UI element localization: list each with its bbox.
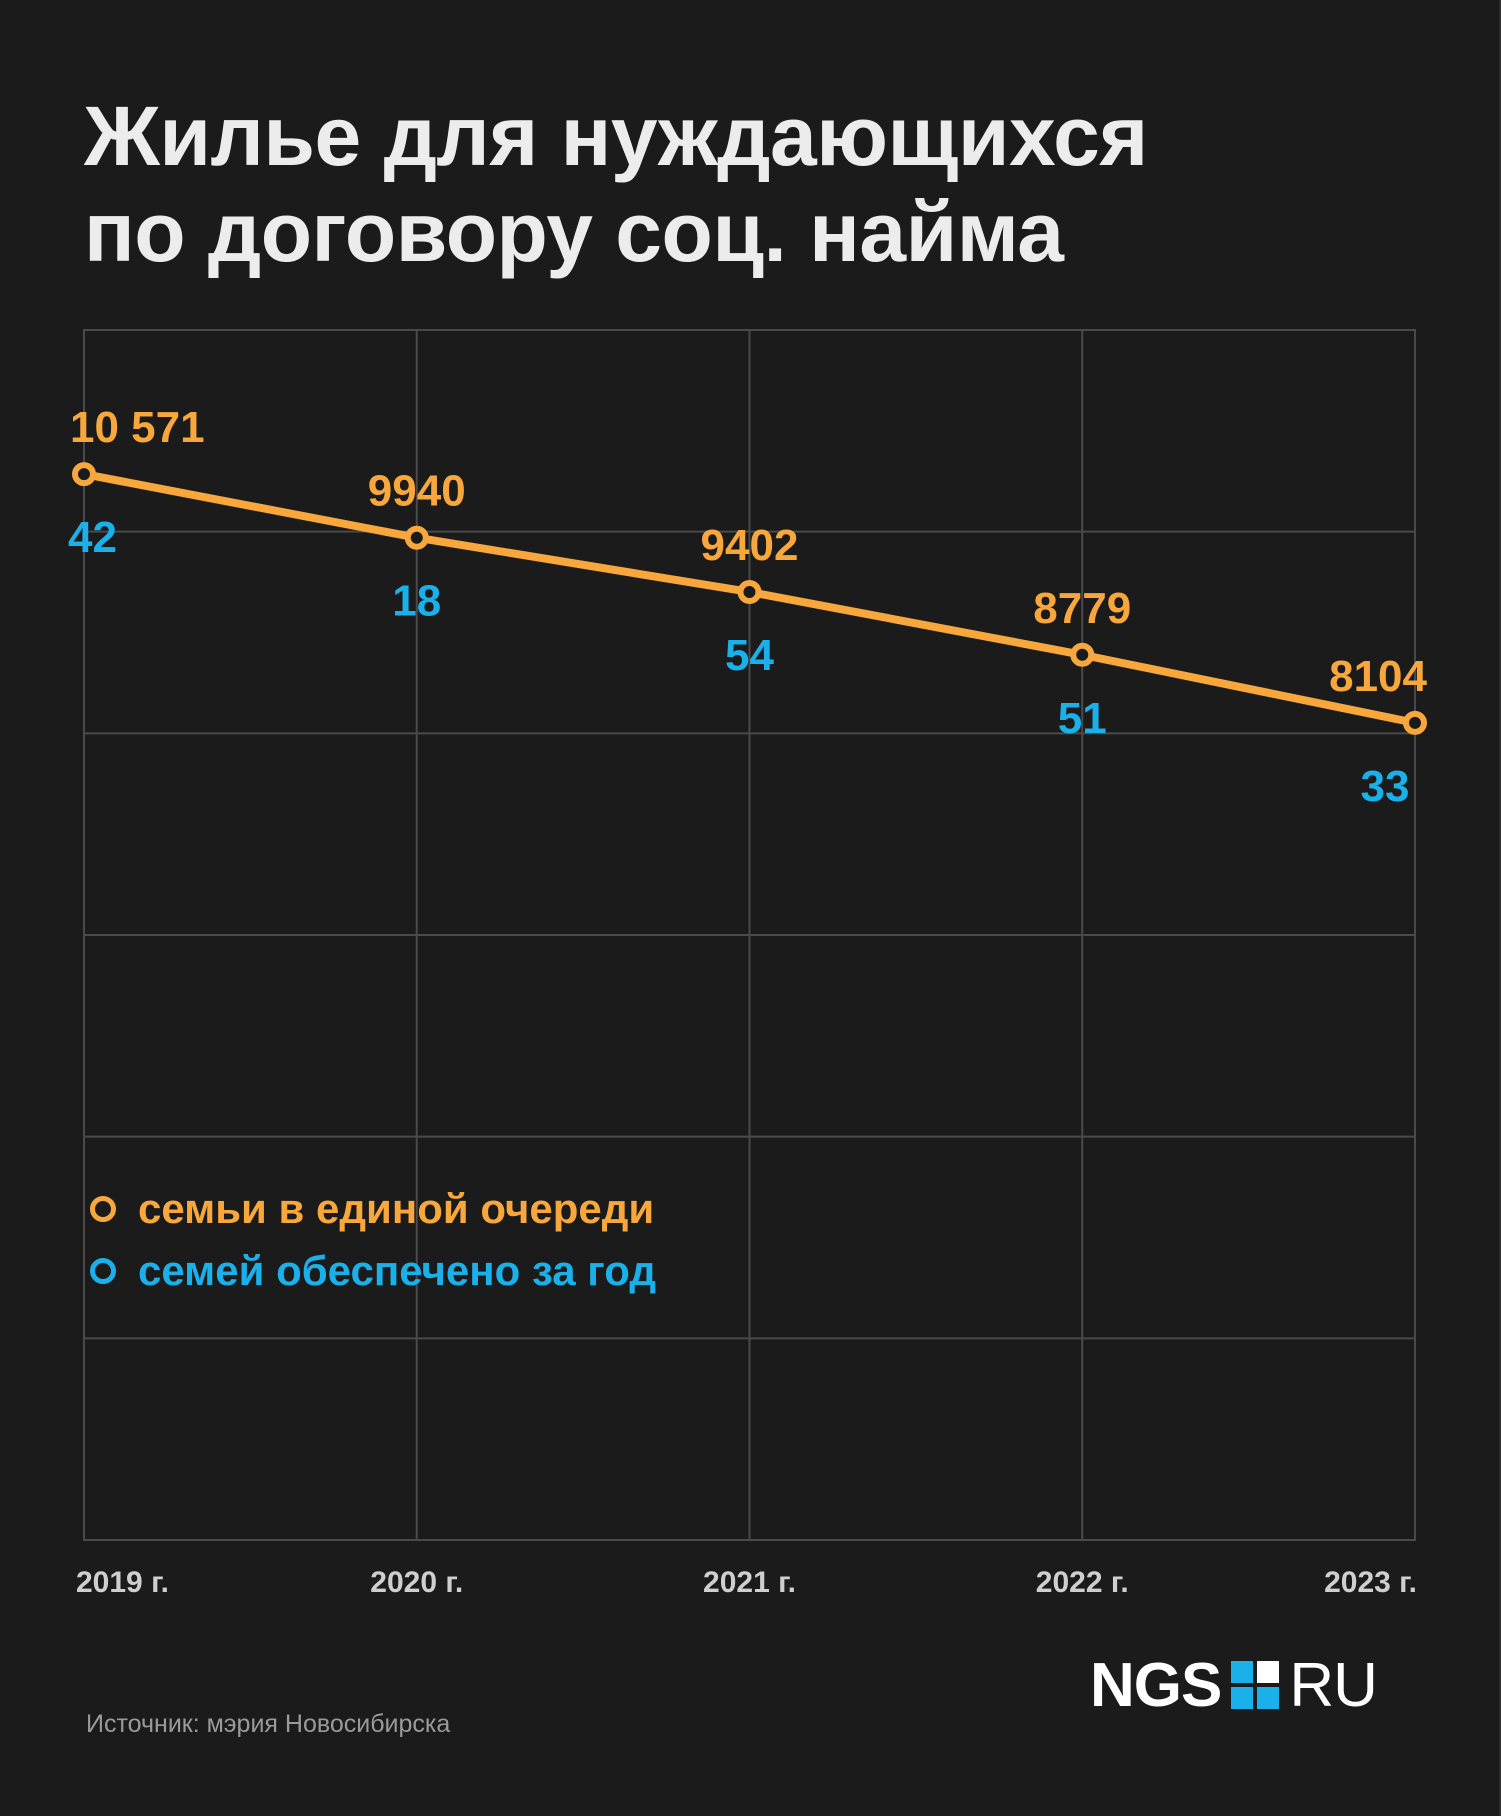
queue-value-label: 9402 [701,521,799,570]
x-tick-label: 2021 г. [703,1566,796,1599]
provided-value-label: 54 [725,631,774,680]
queue-series [72,462,1427,735]
queue-point [404,525,429,550]
x-axis-labels: 2019 г. 2020 г. 2021 г. 2022 г. 2023 г. [76,1566,1417,1599]
provided-value-label: 18 [392,577,441,626]
queue-value-label: 10 571 [70,403,205,452]
page-title: Жилье для нуждающихся по договору соц. н… [84,88,1424,280]
queue-value-label: 8104 [1329,652,1427,701]
queue-point [1403,710,1427,735]
legend: семьи в единой очереди семей обеспечено … [90,1178,656,1302]
legend-marker-provided-icon [90,1258,116,1284]
title-line-2: по договору соц. найма [84,185,1064,279]
value-labels: 10 571 42 9940 18 9402 54 8779 51 8104 33 [68,403,1428,811]
queue-value-label: 8779 [1033,584,1131,633]
queue-point [72,462,96,487]
chart-grid [83,329,1416,1541]
logo-text-ru: RU [1289,1650,1378,1720]
queue-point [737,579,762,604]
logo-squares-icon [1231,1661,1280,1709]
logo-text-ngs: NGS [1090,1650,1222,1720]
title-line-1: Жилье для нуждающихся [84,89,1148,183]
provided-value-label: 33 [1361,762,1410,811]
x-tick-label: 2020 г. [370,1566,463,1599]
legend-label-provided: семей обеспечено за год [138,1247,657,1294]
ngs-logo: NGS RU [1090,1650,1378,1720]
x-tick-label: 2022 г. [1036,1566,1129,1599]
legend-label-queue: семьи в единой очереди [138,1185,655,1232]
legend-item-provided: семей обеспечено за год [90,1240,656,1302]
queue-value-label: 9940 [368,467,466,516]
x-tick-label: 2019 г. [76,1566,169,1599]
provided-value-label: 51 [1058,694,1107,743]
queue-point [1070,642,1095,667]
provided-value-label: 42 [68,513,117,562]
legend-marker-queue-icon [90,1196,116,1222]
x-tick-label: 2023 г. [1324,1566,1417,1599]
source-note: Источник: мэрия Новосибирска [86,1710,451,1738]
legend-item-queue: семьи в единой очереди [90,1178,656,1240]
